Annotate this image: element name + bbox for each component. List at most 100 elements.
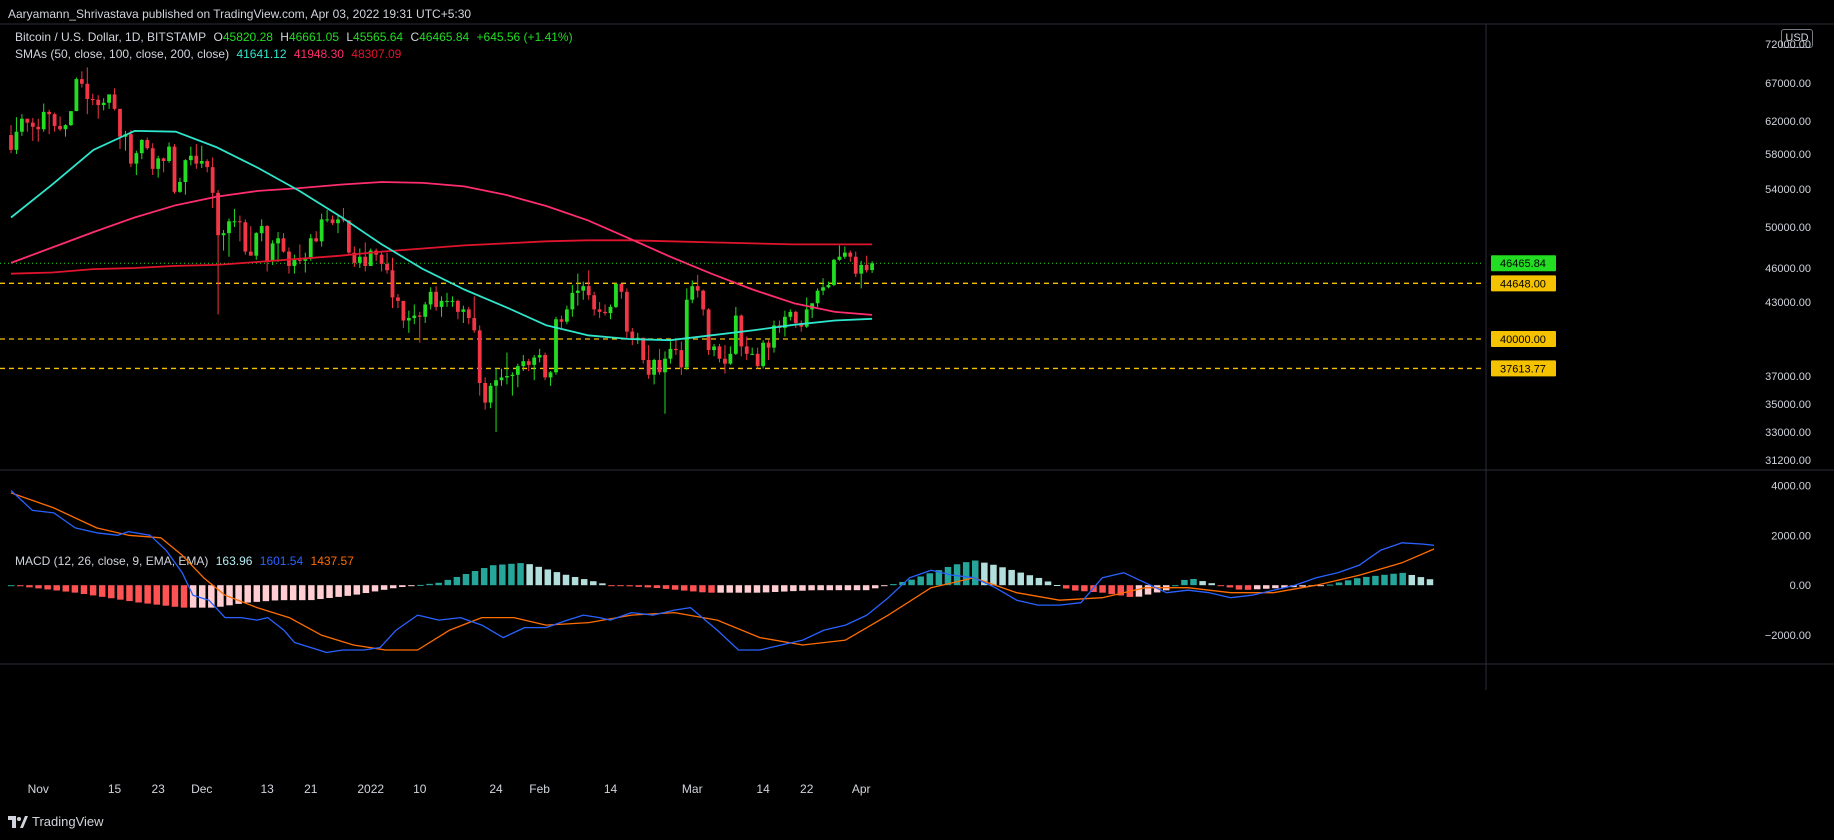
macd-histogram-bar bbox=[1099, 585, 1106, 593]
sma-legend: SMAs (50, close, 100, close, 200, close)… bbox=[15, 47, 405, 61]
candle bbox=[308, 238, 313, 259]
candle bbox=[216, 192, 220, 236]
macd-histogram-bar bbox=[862, 585, 870, 591]
macd-histogram-bar bbox=[871, 585, 879, 589]
macd-histogram-bar bbox=[826, 585, 833, 591]
macd-histogram-bar bbox=[735, 585, 743, 593]
macd-histogram-bar bbox=[662, 585, 670, 589]
macd-histogram-bar bbox=[126, 585, 133, 602]
macd-histogram-bar bbox=[408, 585, 415, 587]
candle bbox=[325, 219, 329, 221]
candle bbox=[336, 219, 340, 224]
symbol-label[interactable]: Bitcoin / U.S. Dollar, 1D, BITSTAMP bbox=[15, 30, 207, 44]
candle bbox=[41, 111, 46, 130]
macd-histogram-bar bbox=[1344, 580, 1352, 586]
candle bbox=[717, 346, 722, 359]
macd-histogram-bar bbox=[17, 585, 24, 587]
macd-histogram-bar bbox=[562, 574, 570, 586]
main-legend: Bitcoin / U.S. Dollar, 1D, BITSTAMP O458… bbox=[15, 30, 577, 44]
macd-histogram-bar bbox=[53, 585, 60, 591]
macd-histogram-bar bbox=[1035, 577, 1043, 586]
candle bbox=[161, 158, 166, 161]
macd-tick-label: 0.00 bbox=[1790, 580, 1811, 592]
candle bbox=[603, 311, 607, 314]
candle bbox=[750, 353, 755, 355]
candle bbox=[434, 291, 438, 307]
candle bbox=[559, 319, 564, 322]
macd-legend: MACD (12, 26, close, 9, EMA, EMA) 163.96… bbox=[15, 554, 358, 568]
sma-label[interactable]: SMAs (50, close, 100, close, 200, close) bbox=[15, 47, 230, 61]
macd-histogram-bar bbox=[335, 585, 342, 597]
macd-histogram-bar bbox=[89, 585, 97, 596]
macd-histogram-bar bbox=[1381, 574, 1388, 586]
candle bbox=[837, 256, 842, 260]
macd-histogram-bar bbox=[135, 585, 142, 603]
macd-histogram-bar bbox=[299, 585, 306, 601]
candle bbox=[172, 146, 177, 192]
candle bbox=[25, 118, 30, 123]
candle bbox=[396, 297, 400, 301]
candle bbox=[592, 295, 597, 310]
macd-histogram-bar bbox=[608, 585, 615, 587]
candle bbox=[406, 318, 411, 321]
candle bbox=[243, 222, 248, 252]
macd-histogram-bar bbox=[426, 583, 433, 586]
currency-button[interactable]: USD bbox=[1781, 29, 1813, 48]
tradingview-logo-icon bbox=[8, 815, 28, 828]
candle bbox=[521, 361, 526, 367]
price-tick-label: 46000.00 bbox=[1765, 263, 1811, 275]
candle bbox=[788, 311, 793, 317]
candle bbox=[347, 220, 351, 253]
candle bbox=[744, 346, 749, 354]
macd-histogram-bar bbox=[653, 585, 661, 589]
candle bbox=[695, 286, 700, 291]
price-tick-label: 50000.00 bbox=[1765, 222, 1811, 234]
macd-histogram-bar bbox=[1026, 575, 1034, 586]
macd-histogram-bar bbox=[544, 569, 552, 586]
macd-histogram-bar bbox=[417, 584, 424, 586]
macd-label[interactable]: MACD (12, 26, close, 9, EMA, EMA) bbox=[15, 554, 209, 568]
macd-histogram-bar bbox=[1399, 572, 1406, 586]
candle bbox=[472, 318, 477, 331]
candle bbox=[379, 254, 384, 264]
candle bbox=[853, 256, 858, 274]
macd-histogram-bar bbox=[517, 563, 524, 586]
candle bbox=[101, 102, 106, 106]
time-tick-label: 21 bbox=[304, 782, 318, 796]
candle bbox=[385, 263, 389, 271]
macd-histogram-bar bbox=[808, 585, 815, 591]
candle bbox=[548, 372, 553, 378]
macd-histogram-bar bbox=[471, 571, 479, 586]
footer-brand[interactable]: TradingView bbox=[8, 814, 104, 829]
macd-histogram-bar bbox=[1172, 585, 1179, 587]
candle bbox=[859, 264, 864, 274]
candle bbox=[248, 251, 253, 256]
macd-histogram-bar bbox=[962, 562, 970, 586]
macd-histogram-bar bbox=[1181, 579, 1188, 586]
candle bbox=[423, 304, 428, 317]
macd-histogram-bar bbox=[1144, 585, 1152, 595]
candle bbox=[477, 330, 482, 383]
macd-histogram-bar bbox=[799, 585, 806, 591]
macd-histogram-bar bbox=[1299, 585, 1306, 587]
macd-histogram-bar bbox=[553, 572, 561, 586]
macd-histogram-bar bbox=[399, 585, 406, 588]
macd-histogram-bar bbox=[453, 576, 461, 586]
macd-histogram-bar bbox=[844, 585, 852, 591]
candle bbox=[319, 219, 324, 242]
candle bbox=[515, 366, 520, 375]
signal-value: 1437.57 bbox=[310, 554, 354, 568]
macd-histogram-bar bbox=[1353, 578, 1361, 586]
candle bbox=[96, 99, 101, 106]
macd-histogram-bar bbox=[444, 579, 452, 586]
macd-histogram-bar bbox=[208, 585, 215, 608]
price-tick-label: 33000.00 bbox=[1765, 427, 1811, 439]
candle bbox=[30, 122, 35, 127]
macd-histogram-bar bbox=[999, 567, 1006, 586]
candle bbox=[112, 94, 117, 109]
candle bbox=[461, 309, 466, 312]
candle bbox=[608, 306, 613, 314]
macd-histogram-bar bbox=[1226, 585, 1234, 588]
candle bbox=[832, 259, 836, 285]
